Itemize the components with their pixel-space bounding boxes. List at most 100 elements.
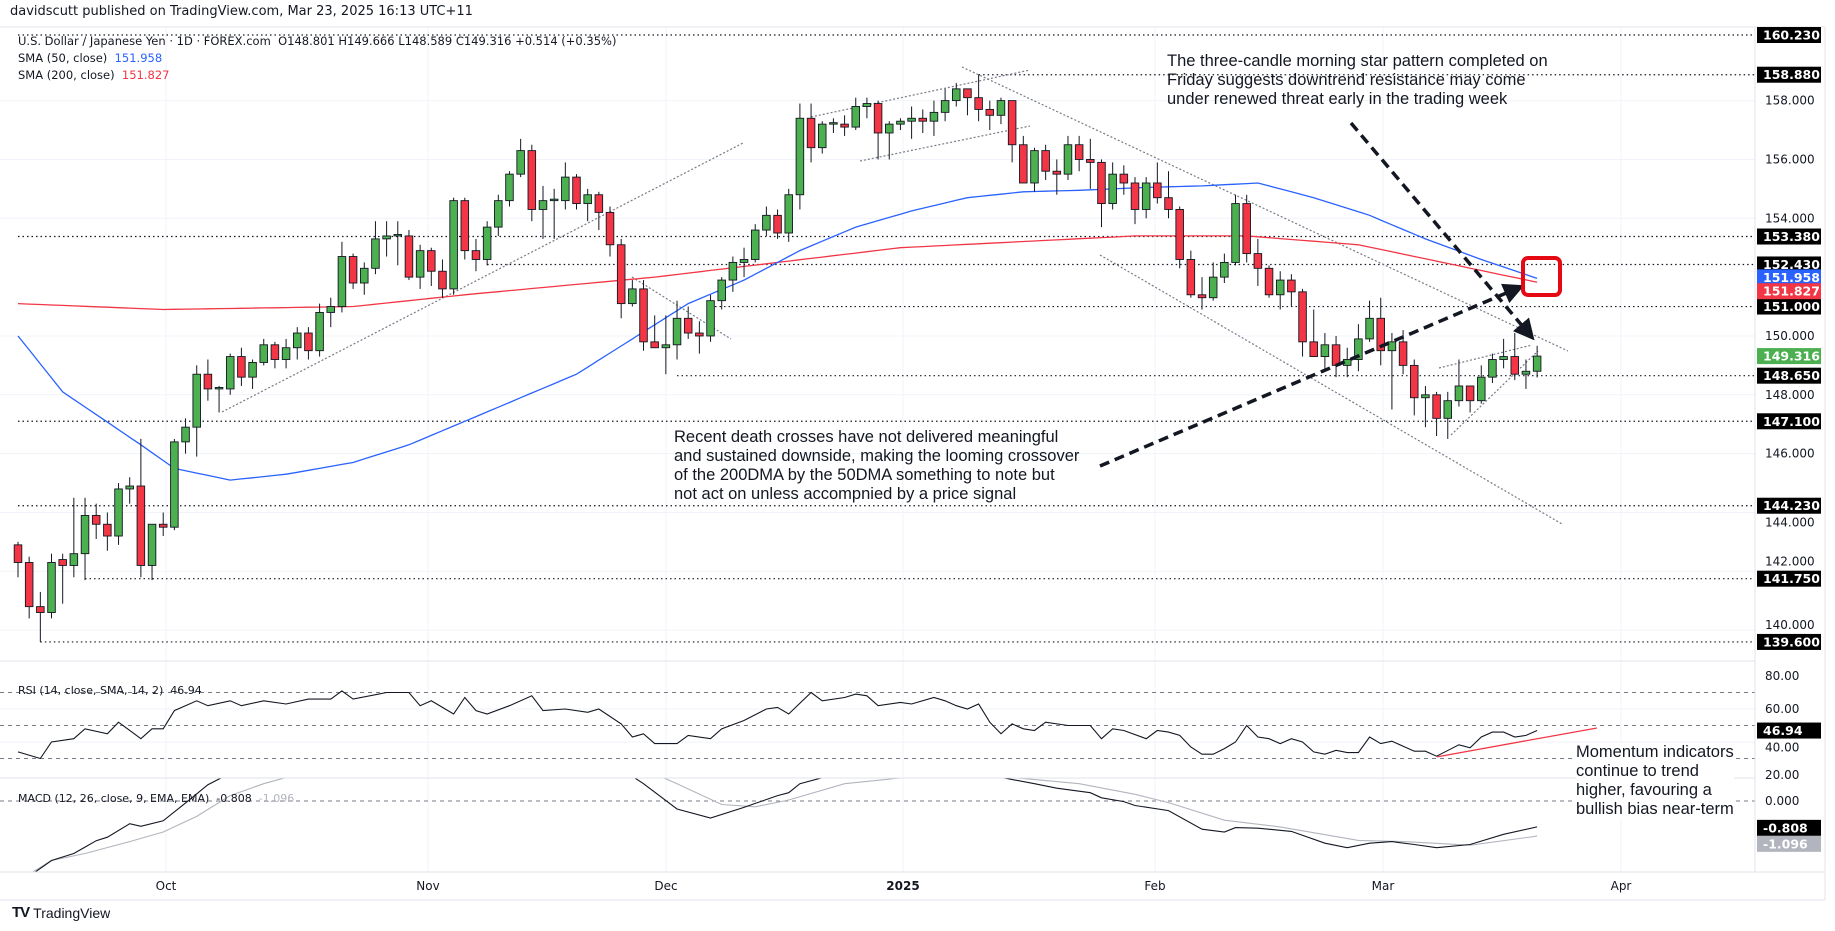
candle-2024-11-06[interactable] <box>449 200 458 290</box>
candle-2025-02-04[interactable] <box>1164 197 1173 210</box>
candle-2025-01-15[interactable] <box>1007 100 1017 146</box>
candle-2025-01-29[interactable] <box>1119 173 1129 184</box>
candle-2025-01-24[interactable] <box>1086 158 1095 163</box>
candle-2024-12-30[interactable] <box>873 103 883 134</box>
candle-2024-12-05[interactable] <box>683 317 693 334</box>
candle-2025-01-03[interactable] <box>918 117 928 122</box>
candle-2024-10-22[interactable] <box>326 306 336 313</box>
candle-2025-02-10[interactable] <box>1208 276 1218 299</box>
trendline[interactable] <box>1099 254 1563 525</box>
candle-2025-01-10[interactable] <box>974 97 983 110</box>
candle-2025-03-21[interactable] <box>1532 355 1542 372</box>
candle-2024-11-13[interactable] <box>505 173 514 202</box>
candle-2024-11-18[interactable] <box>538 200 548 210</box>
candle-2024-10-29[interactable] <box>382 235 391 240</box>
candle-2024-11-12[interactable] <box>494 200 503 228</box>
candle-2024-12-17[interactable] <box>773 214 782 234</box>
candle-2024-11-04[interactable] <box>427 250 436 272</box>
candle-2024-12-18[interactable] <box>784 194 793 234</box>
candle-2024-11-20[interactable] <box>561 176 570 202</box>
candle-2025-02-06[interactable] <box>1186 259 1196 296</box>
candle-2024-09-23[interactable] <box>91 514 101 525</box>
trendline[interactable] <box>221 142 744 413</box>
candle-2024-12-19[interactable] <box>795 117 805 196</box>
candle-2024-12-09[interactable] <box>706 300 715 337</box>
candle-2024-11-19[interactable] <box>549 198 559 202</box>
crossover-highlight-box[interactable] <box>1521 256 1562 297</box>
candle-2025-02-18[interactable] <box>1275 279 1285 296</box>
candle-2024-09-26[interactable] <box>125 485 134 490</box>
candle-2024-09-24[interactable] <box>103 523 112 537</box>
rsi-trendline[interactable] <box>1436 727 1598 758</box>
candle-2025-02-12[interactable] <box>1231 203 1240 263</box>
candle-2025-01-08[interactable] <box>952 88 961 102</box>
candle-2024-11-29[interactable] <box>639 288 648 343</box>
candle-2025-02-24[interactable] <box>1320 344 1330 358</box>
candle-2024-10-30[interactable] <box>393 234 403 237</box>
candle-2024-11-27[interactable] <box>616 244 626 305</box>
candle-2024-12-12[interactable] <box>739 259 749 263</box>
candle-2024-09-27[interactable] <box>136 485 146 566</box>
candle-2025-01-01[interactable] <box>896 120 905 125</box>
candle-2024-12-06[interactable] <box>695 332 704 337</box>
candle-2024-12-20[interactable] <box>806 117 816 149</box>
candle-2024-11-08[interactable] <box>471 250 481 260</box>
dashed-arrow-up[interactable] <box>1099 283 1525 468</box>
candle-2024-12-11[interactable] <box>728 261 738 281</box>
candle-2024-10-28[interactable] <box>371 238 380 269</box>
candle-2024-10-31[interactable] <box>404 235 414 278</box>
candle-2025-02-07[interactable] <box>1197 294 1207 299</box>
candle-2024-10-25[interactable] <box>360 267 369 284</box>
sma50-label[interactable]: SMA (50, close) <box>18 51 108 65</box>
candle-2025-02-03[interactable] <box>1153 182 1162 199</box>
candle-2025-03-11[interactable] <box>1443 400 1453 419</box>
candle-2025-03-17[interactable] <box>1488 359 1497 378</box>
candle-2025-03-12[interactable] <box>1454 385 1464 402</box>
candle-2024-12-13[interactable] <box>750 229 760 260</box>
candle-2024-09-30[interactable] <box>147 523 157 566</box>
candle-2025-01-09[interactable] <box>963 88 972 99</box>
candle-2024-10-10[interactable] <box>237 356 246 378</box>
candle-2025-01-17[interactable] <box>1030 150 1039 184</box>
candle-2025-01-27[interactable] <box>1097 161 1106 205</box>
candle-2024-11-11[interactable] <box>482 226 492 260</box>
tradingview-logo[interactable]: TV TradingView <box>12 904 110 921</box>
candle-2024-11-15[interactable] <box>527 150 537 210</box>
candle-2025-01-28[interactable] <box>1108 173 1117 205</box>
candle-2024-10-02[interactable] <box>170 441 179 528</box>
candle-2025-03-10[interactable] <box>1432 394 1441 419</box>
candle-2025-02-20[interactable] <box>1298 291 1307 343</box>
candle-2024-10-17[interactable] <box>293 332 302 349</box>
candle-2024-11-26[interactable] <box>605 211 615 246</box>
trendline[interactable] <box>961 66 1569 352</box>
dashed-arrow-down[interactable] <box>1349 121 1535 341</box>
candle-2025-01-21[interactable] <box>1052 170 1062 175</box>
candle-2024-10-11[interactable] <box>248 361 257 378</box>
candle-2025-02-28[interactable] <box>1365 317 1374 340</box>
trendline[interactable] <box>810 69 1031 118</box>
candle-2025-01-31[interactable] <box>1141 182 1151 210</box>
candle-2025-01-20[interactable] <box>1041 150 1050 172</box>
candle-2025-03-03[interactable] <box>1376 317 1385 352</box>
candle-2024-12-26[interactable] <box>851 106 861 128</box>
candle-2025-01-14[interactable] <box>996 100 1006 116</box>
candle-2024-09-16[interactable] <box>36 606 45 613</box>
candle-2024-10-23[interactable] <box>337 256 347 307</box>
macd-legend[interactable]: MACD (12, 26, close, 9, EMA, EMA) -0.808… <box>18 792 294 805</box>
candle-2025-03-19[interactable] <box>1510 356 1520 375</box>
candle-2025-02-19[interactable] <box>1287 279 1296 293</box>
candle-2024-11-22[interactable] <box>583 194 592 205</box>
candle-2024-10-09[interactable] <box>225 356 235 390</box>
candle-2025-03-07[interactable] <box>1421 394 1430 399</box>
candle-2024-09-18[interactable] <box>58 559 67 566</box>
candle-2024-11-14[interactable] <box>516 150 525 175</box>
candle-2025-03-14[interactable] <box>1477 376 1486 402</box>
candle-2024-12-27[interactable] <box>862 103 872 107</box>
candle-2024-12-31[interactable] <box>885 123 894 134</box>
candle-2025-02-14[interactable] <box>1253 253 1263 269</box>
candle-2024-12-24[interactable] <box>829 122 838 125</box>
candle-2024-12-25[interactable] <box>840 123 849 128</box>
candle-2025-03-13[interactable] <box>1465 385 1475 402</box>
candle-2025-02-17[interactable] <box>1264 267 1274 296</box>
